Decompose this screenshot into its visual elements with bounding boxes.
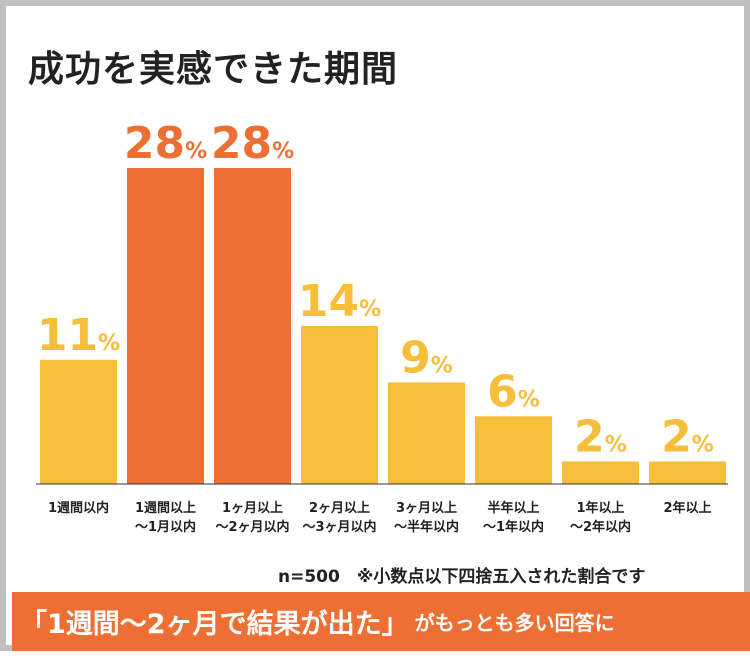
bar-6 (562, 461, 639, 484)
value-label-2: 28% (211, 118, 294, 169)
category-label-6: 1年以上〜2年以内 (570, 500, 631, 535)
conclusion-banner: 「1週間〜2ヶ月で結果が出た」 がもっとも多い回答に (12, 592, 750, 651)
category-label-5: 半年以上〜1年以内 (483, 500, 544, 535)
category-label-3: 2ヶ月以上〜3ヶ月以内 (302, 501, 376, 535)
banner-main-text: 「1週間〜2ヶ月で結果が出た」 (20, 609, 409, 640)
bar-4 (388, 382, 465, 484)
bar-chart: 11% 28% 28% 14% 9% 6% 2% 2% 1週間以内 1週間以上〜1月以内 1ヶ月以… (36, 118, 728, 535)
bar-1 (127, 168, 204, 484)
value-label-6: 2% (574, 411, 627, 462)
value-label-0: 11% (37, 310, 120, 361)
banner-sub-text: がもっとも多い回答に (414, 611, 615, 635)
value-label-3: 14% (298, 276, 381, 327)
bar-5 (475, 416, 552, 484)
value-label-7: 2% (661, 411, 714, 462)
value-label-5: 6% (487, 366, 540, 417)
bar-2 (214, 168, 291, 484)
value-label-1: 28% (124, 118, 207, 169)
category-label-0: 1週間以内 (48, 500, 109, 516)
value-label-4: 9% (400, 332, 453, 383)
category-label-2: 1ヶ月以上〜2ヶ月以内 (215, 501, 289, 535)
bar-7 (649, 461, 726, 484)
chart-title: 成功を実感できた期間 (28, 49, 399, 90)
bar-3 (301, 326, 378, 484)
sample-note: n=500 ※小数点以下四捨五入された割合です (278, 567, 646, 587)
category-label-1: 1週間以上〜1月以内 (135, 501, 196, 535)
category-label-4: 3ヶ月以上〜半年以内 (394, 501, 459, 535)
category-label-7: 2年以上 (663, 500, 711, 516)
bar-0 (40, 359, 117, 484)
